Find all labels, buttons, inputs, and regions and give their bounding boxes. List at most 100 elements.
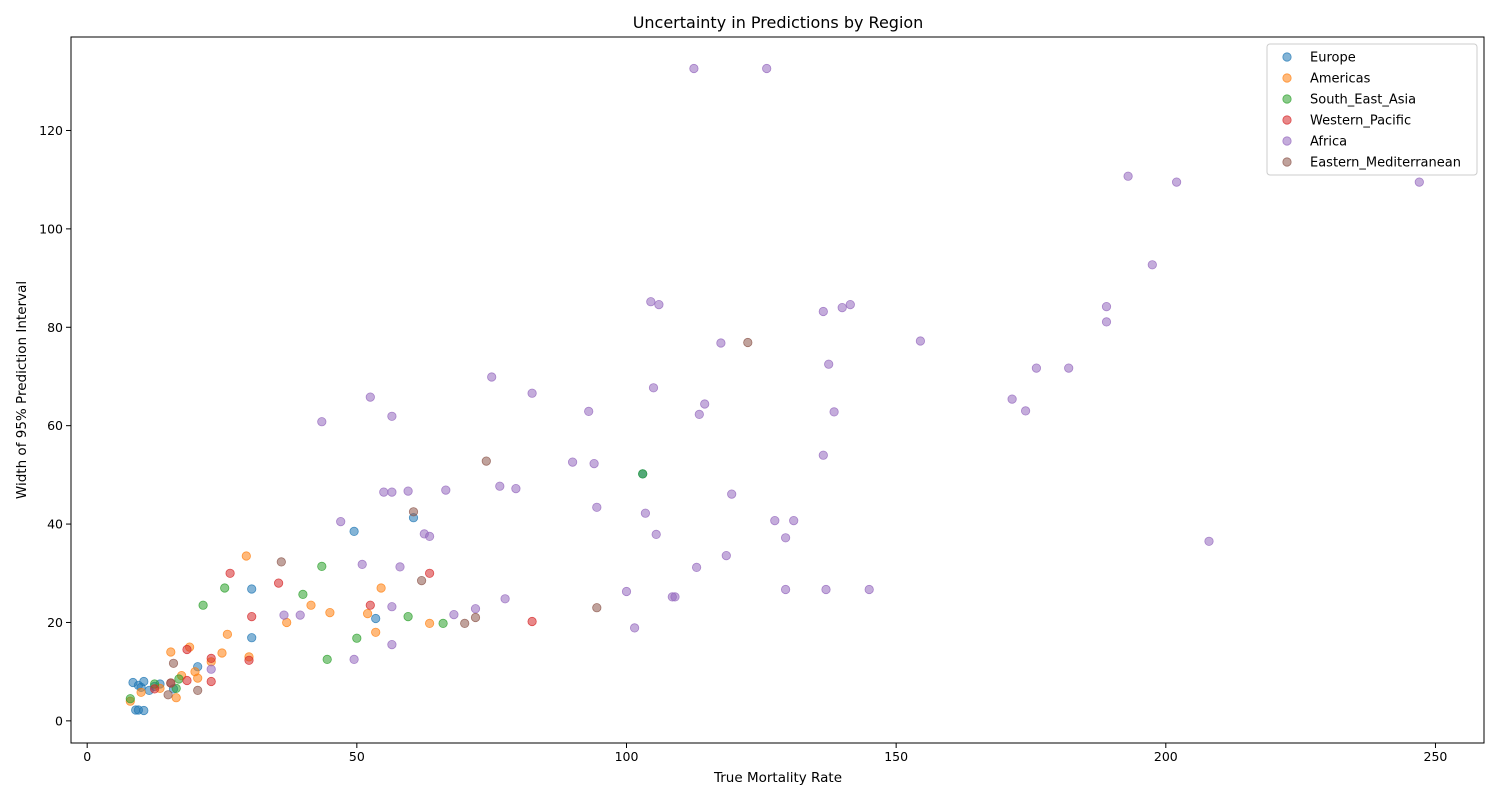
point-africa bbox=[387, 639, 397, 650]
x-tick-label: 200 bbox=[1154, 749, 1178, 764]
point-africa bbox=[1147, 260, 1157, 270]
point-eastern-mediterranean bbox=[460, 618, 470, 629]
point-south-east-asia bbox=[317, 561, 327, 572]
point-western-pacific bbox=[206, 676, 216, 687]
point-africa bbox=[700, 399, 710, 409]
point-south-east-asia bbox=[322, 654, 332, 665]
point-western-pacific bbox=[150, 684, 160, 694]
point-africa bbox=[837, 302, 847, 313]
point-africa bbox=[387, 411, 397, 421]
point-africa bbox=[1101, 317, 1112, 327]
point-south-east-asia bbox=[174, 674, 184, 684]
point-europe bbox=[349, 526, 359, 537]
point-south-east-asia bbox=[171, 683, 181, 694]
point-africa bbox=[651, 529, 661, 540]
point-africa bbox=[365, 392, 375, 402]
point-eastern-mediterranean bbox=[193, 685, 203, 696]
point-africa bbox=[403, 486, 413, 496]
y-tick-label: 60 bbox=[47, 418, 63, 433]
point-africa bbox=[1020, 406, 1031, 416]
point-south-east-asia bbox=[638, 469, 648, 479]
legend-label-europe: Europe bbox=[1310, 51, 1356, 66]
x-tick-label: 250 bbox=[1424, 749, 1448, 764]
chart-title: Uncertainty in Predictions by Region bbox=[633, 13, 924, 32]
point-south-east-asia bbox=[403, 611, 413, 622]
point-americas bbox=[325, 607, 335, 618]
point-americas bbox=[166, 647, 176, 657]
y-tick-label: 80 bbox=[47, 320, 63, 335]
point-africa bbox=[621, 586, 632, 597]
legend-marker-europe bbox=[1282, 52, 1292, 62]
point-africa bbox=[589, 458, 599, 469]
x-tick-label: 0 bbox=[83, 749, 91, 764]
point-africa bbox=[336, 516, 346, 527]
point-africa bbox=[716, 338, 726, 348]
point-eastern-mediterranean bbox=[168, 658, 179, 668]
point-africa bbox=[387, 487, 397, 497]
legend-label-africa: Africa bbox=[1310, 135, 1347, 150]
point-south-east-asia bbox=[198, 600, 208, 610]
point-africa bbox=[1064, 363, 1074, 373]
point-africa bbox=[818, 306, 828, 317]
point-africa bbox=[584, 406, 594, 416]
legend-marker-africa bbox=[1282, 136, 1292, 146]
point-south-east-asia bbox=[438, 618, 448, 629]
legend-label-western-pacific: Western_Pacific bbox=[1310, 114, 1411, 129]
point-eastern-mediterranean bbox=[408, 507, 419, 517]
data-points bbox=[125, 63, 1424, 716]
point-americas bbox=[222, 629, 232, 639]
y-tick-label: 100 bbox=[39, 221, 63, 236]
point-americas bbox=[376, 583, 386, 593]
point-africa bbox=[1172, 177, 1182, 187]
point-western-pacific bbox=[247, 611, 257, 622]
point-africa bbox=[279, 610, 289, 620]
point-eastern-mediterranean bbox=[163, 690, 173, 700]
point-western-pacific bbox=[527, 616, 537, 627]
point-western-pacific bbox=[244, 655, 254, 665]
point-americas bbox=[171, 693, 181, 703]
legend-marker-south-east-asia bbox=[1282, 94, 1292, 104]
legend-marker-western-pacific bbox=[1282, 115, 1292, 125]
point-americas bbox=[193, 673, 203, 683]
point-eastern-mediterranean bbox=[743, 337, 753, 348]
point-africa bbox=[646, 297, 656, 307]
point-africa bbox=[1204, 536, 1214, 546]
point-africa bbox=[1101, 301, 1112, 312]
point-africa bbox=[1031, 363, 1042, 373]
point-africa bbox=[387, 602, 397, 612]
point-eastern-mediterranean bbox=[592, 603, 602, 613]
point-africa bbox=[689, 63, 699, 74]
point-eastern-mediterranean bbox=[166, 678, 176, 688]
point-africa bbox=[1414, 177, 1424, 187]
point-western-pacific bbox=[365, 600, 375, 610]
legend-label-south-east-asia: South_East_Asia bbox=[1310, 93, 1416, 108]
point-africa bbox=[721, 550, 731, 561]
point-europe bbox=[139, 705, 149, 716]
y-tick-label: 20 bbox=[47, 615, 63, 630]
x-tick-label: 50 bbox=[349, 749, 365, 764]
point-africa bbox=[500, 594, 510, 604]
point-americas bbox=[362, 608, 373, 619]
point-americas bbox=[136, 687, 146, 697]
point-europe bbox=[371, 613, 381, 624]
point-americas bbox=[306, 600, 316, 610]
point-africa bbox=[670, 592, 680, 602]
point-africa bbox=[648, 383, 659, 393]
point-americas bbox=[424, 618, 435, 629]
point-europe bbox=[247, 584, 257, 594]
point-africa bbox=[727, 489, 737, 499]
y-tick-label: 0 bbox=[55, 713, 63, 728]
y-tick-label: 120 bbox=[39, 123, 63, 138]
point-africa bbox=[511, 483, 521, 494]
plot-frame bbox=[70, 36, 1485, 744]
point-africa bbox=[567, 457, 578, 467]
x-tick-label: 100 bbox=[615, 749, 639, 764]
y-axis-ticks: 0 20 40 60 80 100 120 bbox=[39, 123, 71, 728]
point-africa bbox=[629, 623, 640, 633]
point-western-pacific bbox=[206, 653, 216, 664]
point-africa bbox=[592, 502, 602, 512]
point-south-east-asia bbox=[220, 583, 230, 593]
point-eastern-mediterranean bbox=[470, 612, 481, 623]
point-africa bbox=[527, 388, 537, 398]
